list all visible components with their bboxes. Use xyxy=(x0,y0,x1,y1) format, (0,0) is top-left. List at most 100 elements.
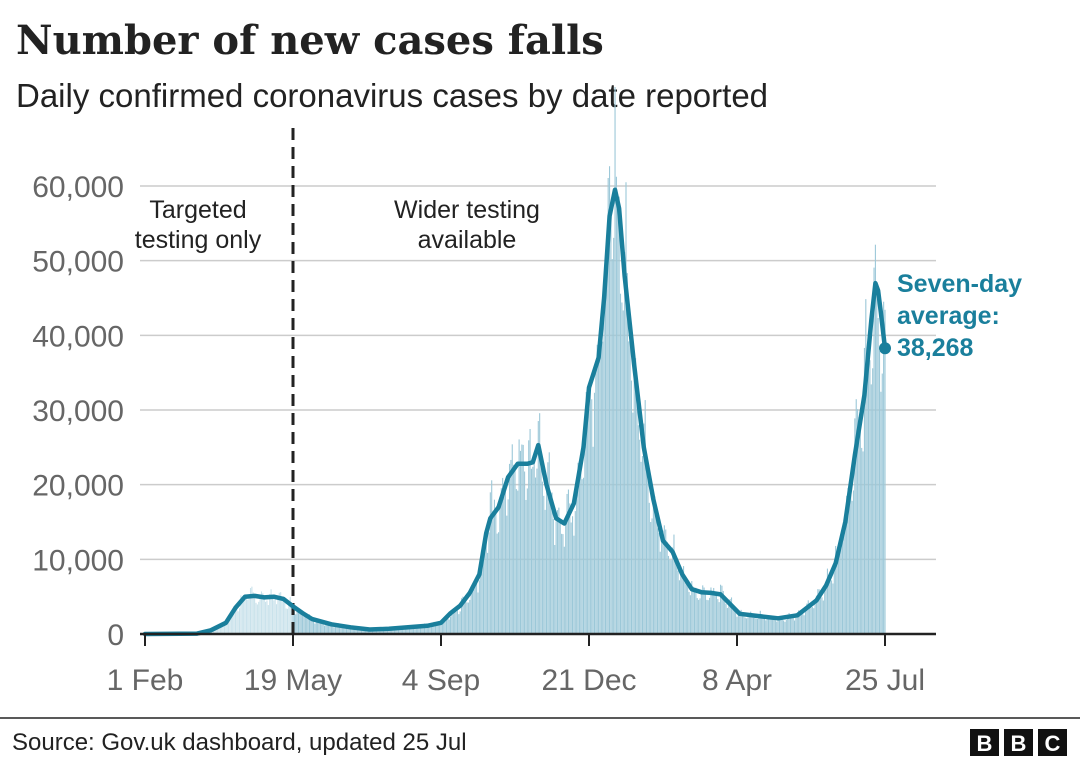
bar xyxy=(263,595,265,634)
bar xyxy=(382,629,384,634)
bar xyxy=(791,617,793,634)
bar xyxy=(868,352,870,634)
bar xyxy=(425,625,427,634)
bar xyxy=(307,616,309,634)
bar xyxy=(482,550,485,634)
bar xyxy=(354,628,356,634)
bar xyxy=(489,492,491,634)
bar xyxy=(714,594,716,634)
bar xyxy=(421,627,423,634)
bar xyxy=(758,615,760,634)
bar xyxy=(578,460,580,634)
bar xyxy=(550,492,552,634)
bar xyxy=(543,495,545,634)
y-tick-label: 30,000 xyxy=(32,395,124,428)
bar xyxy=(680,573,682,634)
bar xyxy=(345,626,347,634)
bar xyxy=(278,592,280,634)
bar xyxy=(451,609,453,634)
bar xyxy=(741,613,744,634)
bar xyxy=(587,387,589,634)
bar xyxy=(800,611,802,634)
chart-title: Number of new cases falls xyxy=(16,17,604,64)
bar xyxy=(317,619,319,634)
bar xyxy=(507,499,509,634)
bar xyxy=(304,617,306,634)
bar xyxy=(630,380,633,634)
bar xyxy=(561,533,563,634)
bar xyxy=(517,490,519,634)
bar xyxy=(233,606,235,634)
bar xyxy=(610,206,612,634)
bar xyxy=(841,542,844,634)
bar xyxy=(581,479,583,634)
bbc-logo: B B C xyxy=(970,729,1067,756)
bar xyxy=(709,597,711,634)
bar xyxy=(883,301,885,634)
bar xyxy=(721,585,723,634)
bar xyxy=(751,615,753,634)
bar xyxy=(628,341,630,634)
bar xyxy=(858,417,860,634)
bar xyxy=(458,614,460,634)
bar xyxy=(777,618,779,634)
bar xyxy=(400,628,402,634)
bar xyxy=(820,590,822,634)
svg-text:B: B xyxy=(1011,731,1027,756)
bar xyxy=(846,495,848,634)
bar xyxy=(292,605,294,634)
bar xyxy=(258,601,260,634)
bar xyxy=(499,497,501,634)
bar xyxy=(214,627,216,634)
bar xyxy=(588,404,590,634)
chart-subtitle: Daily confirmed coronavirus cases by dat… xyxy=(16,77,768,114)
bar xyxy=(870,384,872,634)
bar xyxy=(806,603,808,634)
bar xyxy=(810,607,812,634)
bar xyxy=(476,579,478,634)
bar xyxy=(718,602,720,634)
bar xyxy=(648,502,650,634)
bar xyxy=(297,609,300,634)
bar xyxy=(388,628,390,634)
bar xyxy=(884,309,886,634)
bar xyxy=(485,540,487,634)
bar xyxy=(444,618,446,634)
bar xyxy=(703,587,705,634)
bar xyxy=(532,466,534,634)
bar xyxy=(785,619,787,634)
bar xyxy=(815,595,818,634)
bar xyxy=(778,616,781,634)
bar xyxy=(825,582,827,634)
bar xyxy=(419,627,421,634)
bar xyxy=(726,607,728,634)
bar xyxy=(706,599,708,634)
bar xyxy=(356,626,358,634)
bar xyxy=(243,598,245,634)
bar xyxy=(739,611,741,634)
bar xyxy=(296,610,298,634)
bar xyxy=(255,602,257,634)
bar xyxy=(441,620,443,634)
bar xyxy=(598,354,600,634)
bar xyxy=(704,594,707,634)
bar xyxy=(773,617,775,634)
bar xyxy=(539,413,541,634)
bar xyxy=(254,595,256,634)
bar xyxy=(666,541,668,634)
y-tick-label: 10,000 xyxy=(32,544,124,577)
bar xyxy=(711,591,713,634)
bar xyxy=(504,480,506,634)
bar xyxy=(259,595,261,634)
bar xyxy=(513,464,515,634)
annotation-targeted-2: testing only xyxy=(135,226,262,254)
bar xyxy=(399,628,401,634)
bar xyxy=(740,609,742,634)
bar xyxy=(463,597,465,634)
bar xyxy=(328,621,330,634)
bar xyxy=(477,592,479,634)
bar xyxy=(744,617,746,634)
bar xyxy=(687,583,689,634)
bar xyxy=(293,607,295,634)
bar xyxy=(341,626,343,634)
